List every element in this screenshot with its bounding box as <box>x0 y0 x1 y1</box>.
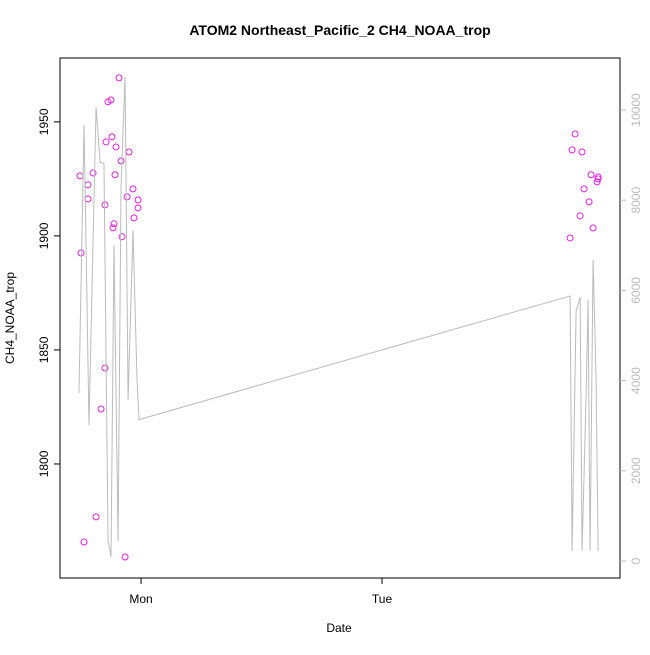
point <box>89 169 97 177</box>
point <box>110 220 118 228</box>
y2-tick-label: 10000 <box>629 93 643 127</box>
point <box>117 157 125 165</box>
point <box>80 538 88 546</box>
point <box>123 193 131 201</box>
y2-tick-label: 0 <box>629 557 643 564</box>
point <box>84 195 92 203</box>
x-tick-label: Mon <box>129 592 152 606</box>
point <box>593 178 601 186</box>
point <box>112 143 120 151</box>
y-tick-label: 1950 <box>37 108 51 135</box>
point <box>594 173 602 181</box>
point <box>77 249 85 257</box>
y2-tick-label: 8000 <box>629 187 643 214</box>
point <box>125 148 133 156</box>
series-line <box>78 76 599 558</box>
point <box>108 133 116 141</box>
y2-tick-label: 6000 <box>629 277 643 304</box>
point <box>580 185 588 193</box>
y-axis-label: CH4_NOAA_trop <box>3 272 17 364</box>
x-tick-label: Tue <box>372 592 393 606</box>
point <box>76 172 84 180</box>
point <box>585 198 593 206</box>
x-axis-label: Date <box>326 621 352 635</box>
y2-tick-label: 2000 <box>629 457 643 484</box>
point <box>571 130 579 138</box>
point <box>118 233 126 241</box>
point <box>109 224 117 232</box>
point <box>578 148 586 156</box>
point <box>576 212 584 220</box>
point <box>115 74 123 82</box>
point <box>566 234 574 242</box>
point <box>111 171 119 179</box>
point <box>134 196 142 204</box>
y-tick-label: 1850 <box>37 336 51 363</box>
point <box>121 553 129 561</box>
point <box>102 138 110 146</box>
point <box>97 405 105 413</box>
point <box>594 175 602 183</box>
point <box>568 146 576 154</box>
point <box>129 185 137 193</box>
point <box>130 214 138 222</box>
y-tick-label: 1900 <box>37 222 51 249</box>
point <box>84 181 92 189</box>
point <box>589 224 597 232</box>
point <box>134 204 142 212</box>
point <box>92 513 100 521</box>
point <box>587 171 595 179</box>
point <box>101 201 109 209</box>
chart-title: ATOM2 Northeast_Pacific_2 CH4_NOAA_trop <box>189 22 490 38</box>
y2-tick-label: 4000 <box>629 367 643 394</box>
plot-box <box>59 57 621 579</box>
y-tick-label: 1800 <box>37 450 51 477</box>
point <box>101 364 109 372</box>
point <box>107 96 115 104</box>
